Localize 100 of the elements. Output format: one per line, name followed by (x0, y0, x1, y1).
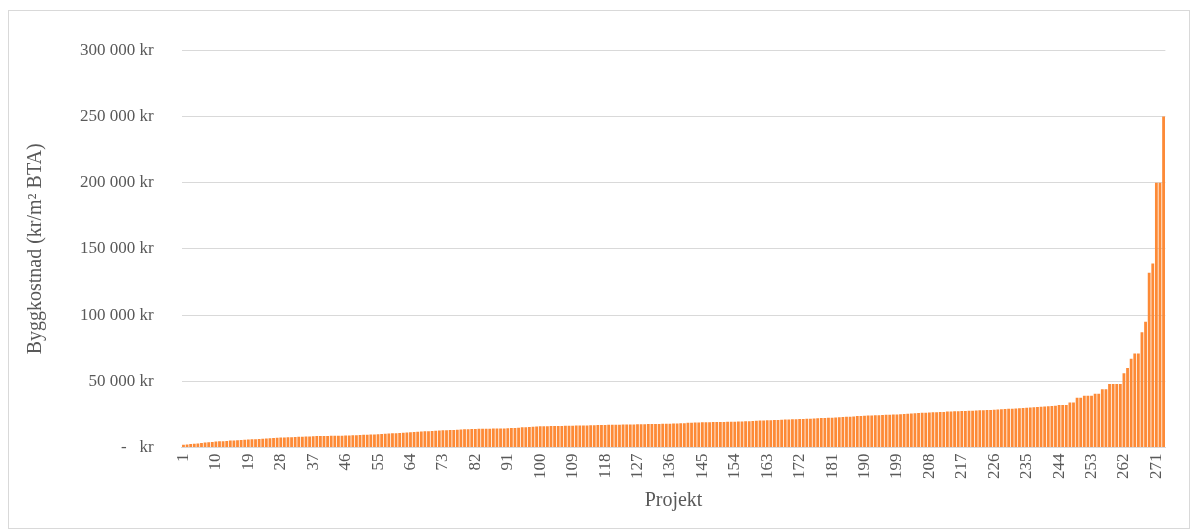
x-tick-label: 37 (302, 453, 322, 471)
bar (938, 412, 942, 447)
x-tick-label: 217 (951, 453, 971, 479)
bar (192, 443, 196, 447)
x-tick-label: 163 (756, 453, 776, 479)
bar (225, 440, 229, 447)
bar (1111, 383, 1115, 447)
bar (693, 422, 697, 447)
y-tick-label: 250 000 kr (79, 105, 154, 125)
bar (805, 418, 809, 447)
bar (780, 419, 784, 447)
bar (726, 421, 729, 447)
bar (282, 437, 286, 447)
bar (996, 409, 1000, 447)
bar (546, 426, 549, 447)
bar (765, 420, 769, 447)
bar (326, 435, 329, 447)
bar (837, 417, 841, 447)
bar (1061, 405, 1065, 447)
x-tick-label: 253 (1080, 453, 1100, 479)
bar (729, 421, 733, 447)
bar (755, 420, 758, 447)
y-tick-label: 50 000 kr (88, 370, 154, 390)
bar (517, 427, 520, 447)
x-tick-label: 127 (626, 453, 646, 479)
bar (214, 441, 218, 447)
bar (672, 423, 675, 447)
bar (221, 441, 225, 447)
bar (989, 409, 993, 447)
bar (542, 426, 546, 447)
bar (1018, 408, 1021, 447)
bar (682, 423, 686, 447)
bar (578, 425, 582, 447)
bar (527, 426, 531, 447)
bar (254, 439, 257, 447)
x-tick-label: 235 (1016, 453, 1036, 479)
bar (747, 421, 751, 447)
bar (564, 425, 567, 447)
bar (466, 429, 470, 447)
bar (448, 430, 452, 447)
bar (582, 425, 585, 447)
x-tick-label: 118 (594, 453, 614, 479)
x-tick-label: 208 (918, 453, 938, 479)
bar (1068, 402, 1072, 447)
bar (708, 422, 711, 447)
bar (1064, 405, 1068, 447)
bar (574, 425, 578, 447)
bar (873, 415, 877, 447)
bar (798, 419, 802, 447)
bar (535, 426, 538, 447)
bar (308, 436, 311, 447)
bar (355, 435, 358, 447)
bar (841, 417, 845, 447)
bar (416, 431, 420, 447)
x-tick-label: 154 (724, 453, 744, 479)
bar (819, 418, 823, 447)
bar (769, 420, 773, 447)
bar (1032, 407, 1036, 447)
bar (744, 421, 747, 447)
bar (1025, 407, 1029, 447)
x-tick-label: 10 (205, 453, 225, 471)
bar (909, 413, 913, 447)
bar (347, 435, 351, 447)
bar (387, 433, 391, 447)
bar (484, 428, 488, 447)
bar (902, 413, 906, 447)
bar (1090, 395, 1093, 447)
bar (1162, 116, 1165, 447)
bar (715, 422, 719, 447)
bar (1014, 408, 1018, 447)
bar (1054, 405, 1057, 447)
bar (470, 429, 474, 447)
bar (661, 423, 665, 447)
bar (243, 439, 247, 447)
bar (859, 415, 863, 447)
bar (791, 419, 794, 447)
bar (257, 438, 261, 447)
bar (560, 425, 564, 447)
bar (391, 433, 394, 447)
x-tick-label: 181 (821, 453, 841, 479)
bar (690, 422, 693, 447)
x-tick-label: 172 (789, 453, 809, 479)
bar (636, 424, 639, 447)
bar (643, 424, 647, 447)
bar (884, 414, 888, 447)
bar (783, 419, 787, 447)
bar (430, 430, 434, 447)
x-tick-label: 226 (983, 453, 1003, 479)
bar (917, 413, 920, 447)
bar (646, 424, 650, 447)
bar (264, 438, 268, 447)
bar (866, 415, 870, 447)
bar (610, 424, 614, 447)
bar (992, 409, 996, 447)
x-tick-label: 271 (1145, 453, 1165, 479)
bar (733, 421, 737, 447)
bar (189, 444, 193, 447)
x-tick-label: 100 (529, 453, 549, 479)
x-tick-label: 199 (886, 453, 906, 479)
bar (473, 428, 477, 447)
